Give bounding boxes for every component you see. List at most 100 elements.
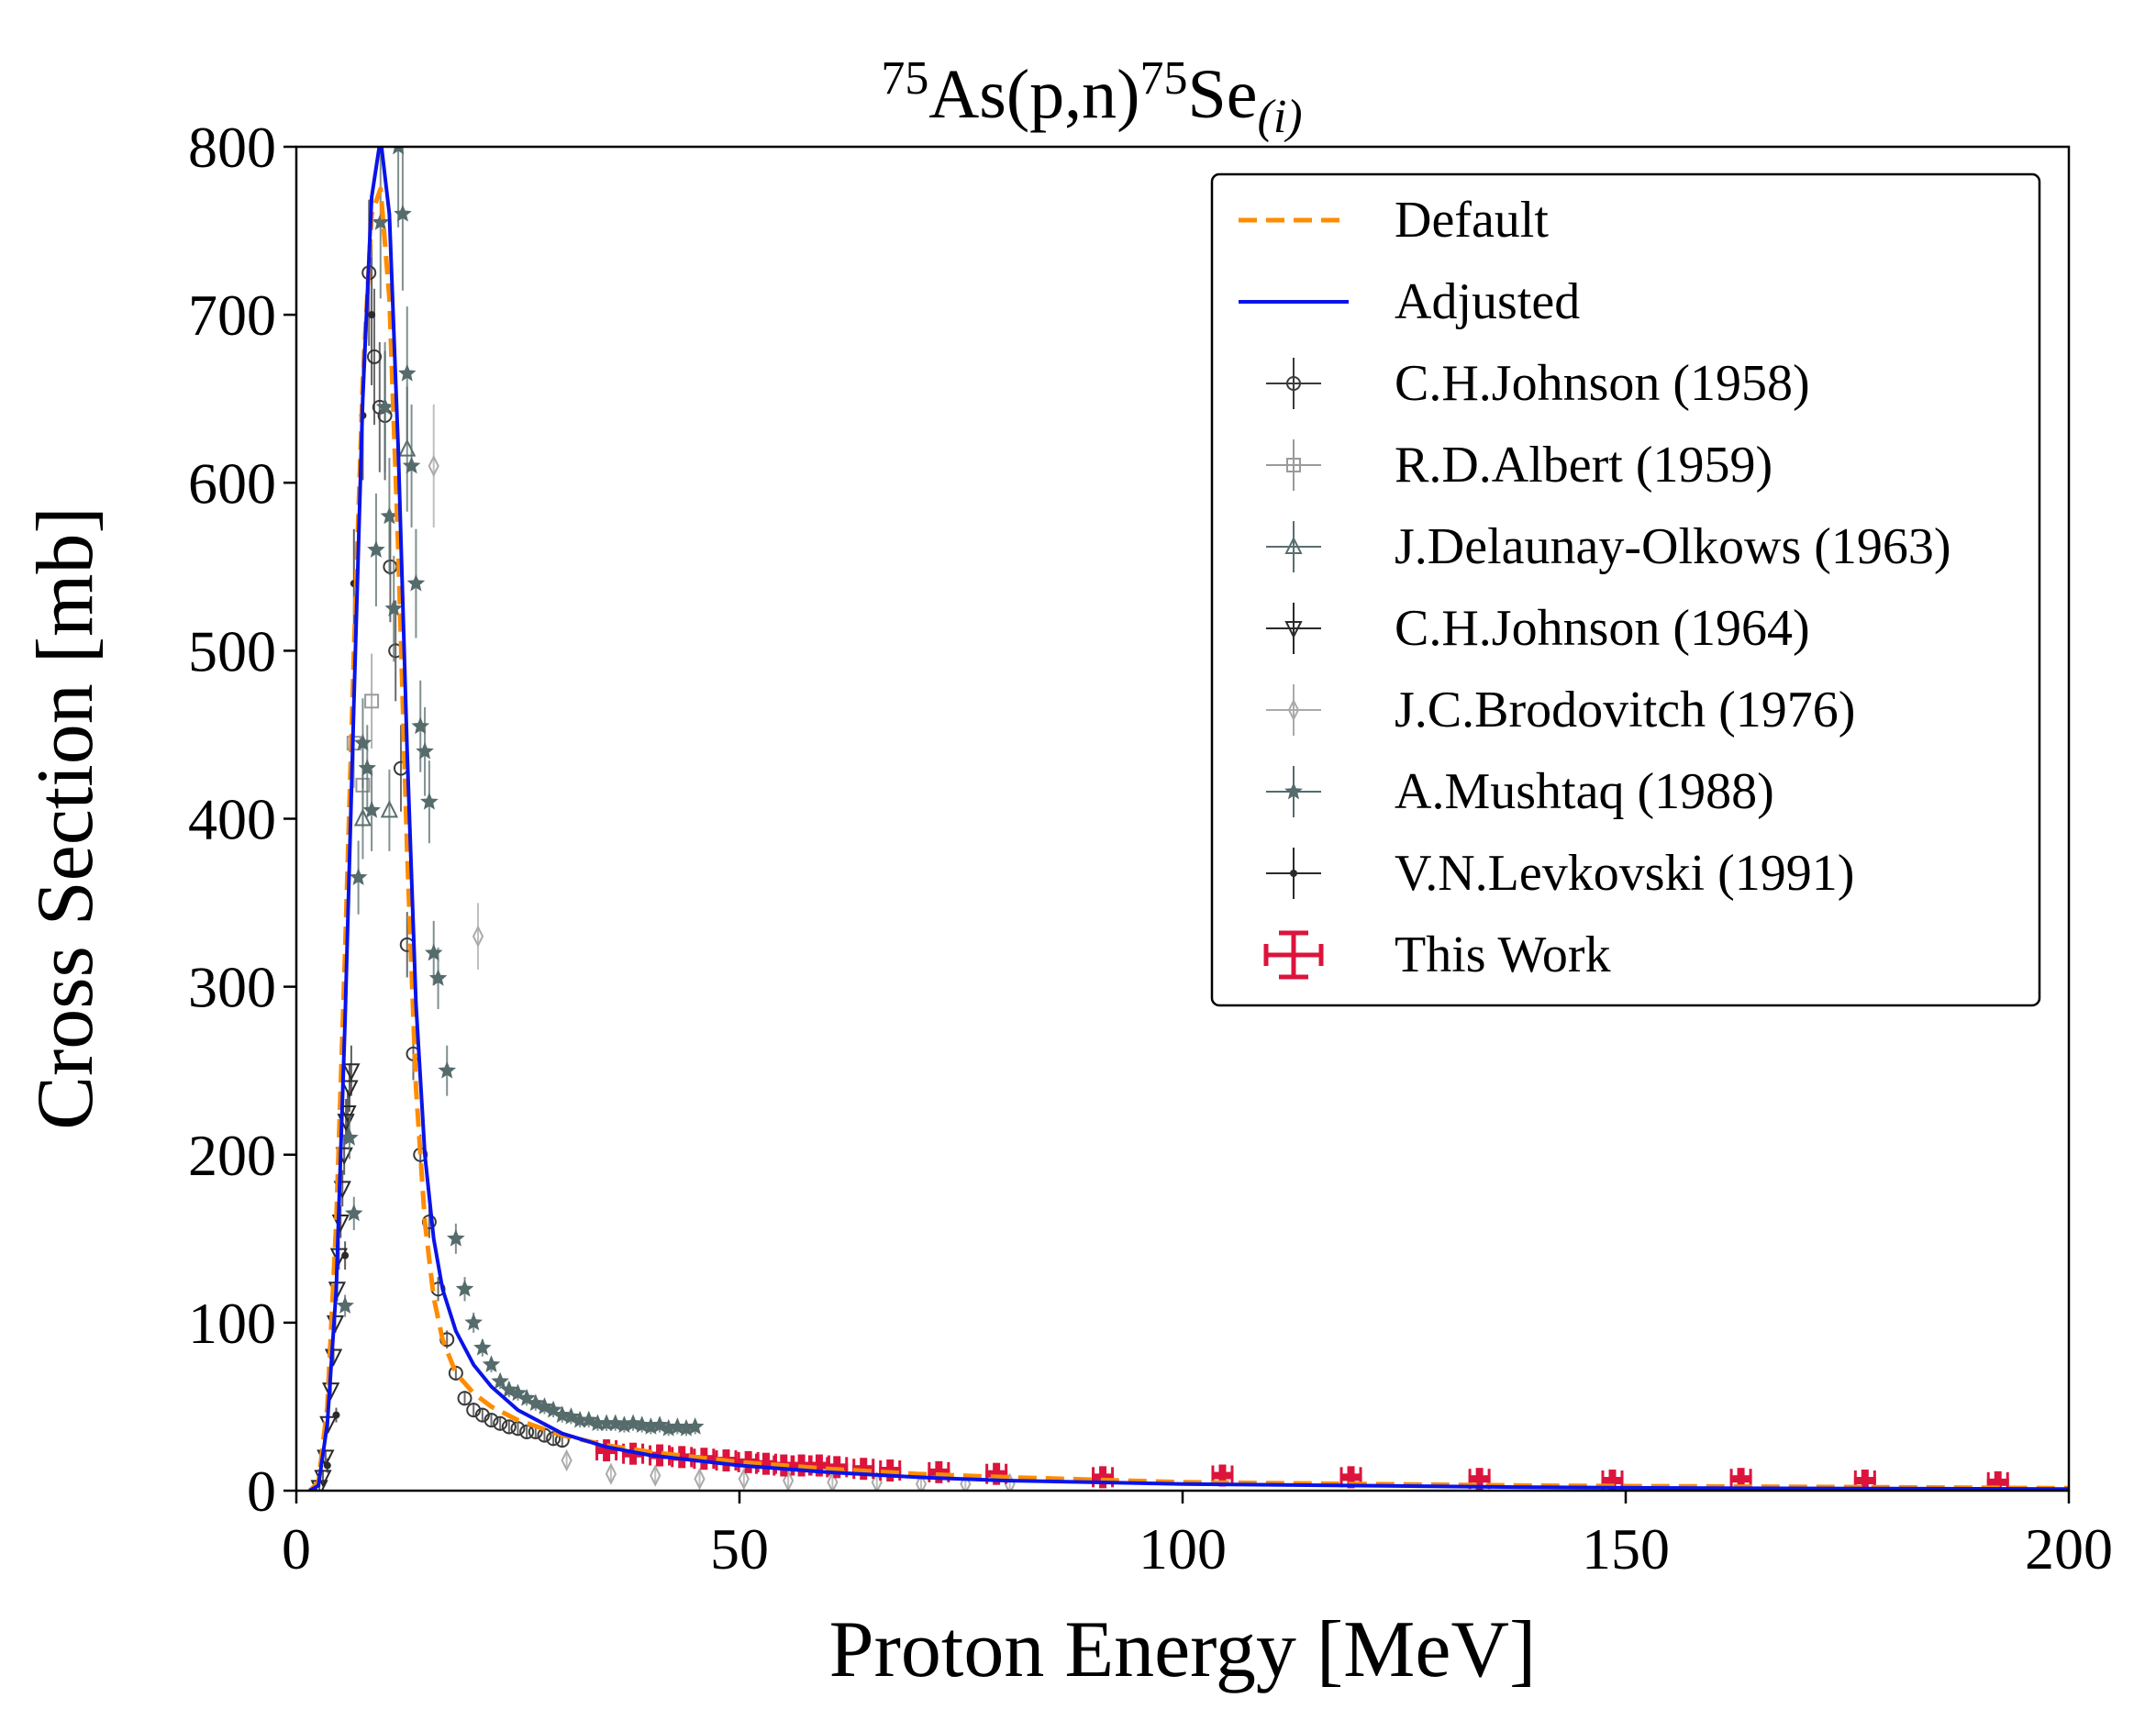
legend-label-this-work: This Work: [1395, 927, 1611, 983]
series-a-mushtaq-1988: [336, 147, 705, 1437]
plot-area: [307, 147, 2069, 1491]
legend-item-default: Default: [1239, 192, 1549, 249]
this-work-point-vbar: [1737, 1468, 1745, 1491]
j-c-brodovitch-1976-point: [827, 1470, 839, 1491]
title-product-mass: 75: [1140, 52, 1188, 105]
y-tick-label: 0: [247, 1459, 276, 1524]
this-work-point-cap-left: [879, 1460, 883, 1481]
this-work-point-vbar: [603, 1439, 611, 1462]
this-work-point: [928, 1460, 950, 1483]
a-mushtaq-1988-point: [491, 1371, 509, 1390]
a-mushtaq-1988-point: [482, 1355, 501, 1372]
this-work-point-vbar: [935, 1460, 943, 1483]
legend-item-c-h-johnson-1964: C.H.Johnson (1964): [1266, 600, 1810, 657]
c-h-johnson-1964-point: [342, 1063, 361, 1082]
j-c-brodovitch-1976-point: [694, 1467, 706, 1491]
this-work-point: [1092, 1466, 1115, 1489]
x-tick-label: 50: [710, 1516, 769, 1581]
series-j-c-brodovitch-1976: [428, 404, 1016, 1491]
a-mushtaq-1988-point: [362, 800, 381, 818]
this-work-point-cap-right: [1873, 1470, 1876, 1491]
this-work-point-vbar: [993, 1462, 1001, 1485]
this-work-point: [1601, 1470, 1624, 1491]
this-work-point-cap-right: [1359, 1467, 1362, 1488]
this-work-point-vbar: [1218, 1464, 1227, 1487]
legend-marker-v-n-levkovski-1991: [1290, 870, 1297, 877]
title-target-mass: 75: [881, 52, 928, 105]
c-h-johnson-1964-point: [339, 1104, 357, 1124]
legend-label-a-mushtaq-1988: A.Mushtaq (1988): [1395, 763, 1774, 820]
this-work-point-vbar: [1994, 1470, 2002, 1491]
legend-label-r-d-albert-1959: R.D.Albert (1959): [1395, 437, 1773, 494]
this-work-point-vbar: [761, 1452, 770, 1475]
this-work-point-vbar: [1347, 1466, 1355, 1489]
this-work-point-cap-left: [1601, 1470, 1605, 1491]
j-delaunay-olkows-1963-point: [353, 808, 372, 827]
a-mushtaq-1988-point: [394, 204, 412, 222]
a-mushtaq-1988-point: [349, 868, 368, 885]
this-work-point-cap-left: [790, 1455, 794, 1476]
a-mushtaq-1988-point: [455, 1279, 474, 1297]
legend-label-c-h-johnson-1964: C.H.Johnson (1964): [1395, 600, 1810, 657]
legend-label-j-c-brodovitch-1976: J.C.Brodovitch (1976): [1395, 682, 1855, 738]
this-work-point-cap-left: [1729, 1469, 1733, 1490]
a-mushtaq-1988-point: [685, 1417, 705, 1435]
j-c-brodovitch-1976-point: [472, 925, 484, 948]
a-mushtaq-1988-point: [397, 363, 417, 382]
y-tick-label: 300: [188, 955, 276, 1020]
legend-marker-c-h-johnson-1964: [1284, 621, 1303, 639]
a-mushtaq-1988-point: [438, 1060, 457, 1079]
a-mushtaq-1988-point: [393, 147, 405, 155]
legend-item-j-c-brodovitch-1976: J.C.Brodovitch (1976): [1266, 682, 1855, 738]
legend-marker-j-delaunay-olkows-1963: [1284, 536, 1303, 554]
a-mushtaq-1988-point: [344, 1204, 363, 1222]
a-mushtaq-1988-point: [552, 1405, 572, 1423]
adjusted-line: [308, 147, 2069, 1491]
legend-marker-a-mushtaq-1988: [1284, 782, 1303, 800]
this-work-point: [595, 1439, 618, 1462]
this-work-point-cap-right: [734, 1450, 738, 1471]
legend: Default Adjusted C.H.Johnson (1958) R.D.Alb…: [1210, 172, 2041, 1007]
this-work-point: [1729, 1468, 1752, 1491]
title-channel: (p,n): [1006, 56, 1140, 133]
a-mushtaq-1988-point: [544, 1400, 562, 1418]
c-h-johnson-1958-point: [483, 1413, 499, 1428]
y-tick-label: 600: [188, 450, 276, 516]
a-mushtaq-1988-point: [367, 540, 385, 558]
series-v-n-levkovski-1991: [323, 244, 376, 1473]
a-mushtaq-1988-point: [384, 599, 404, 616]
legend-label-default: Default: [1395, 192, 1549, 249]
title-target: As: [928, 56, 1006, 133]
x-tick-label: 150: [1582, 1516, 1670, 1581]
c-h-johnson-1958-point: [448, 1365, 463, 1381]
this-work-point-cap-left: [1339, 1467, 1343, 1488]
this-work-point-cap-right: [872, 1459, 875, 1480]
v-n-levkovski-1991-point: [368, 311, 376, 319]
this-work-point-cap-left: [928, 1461, 931, 1482]
legend-marker-c-h-johnson-1958: [1286, 376, 1301, 391]
c-h-johnson-1958-point: [457, 1391, 472, 1406]
a-mushtaq-1988-point: [508, 1383, 528, 1402]
legend-item-this-work: This Work: [1263, 927, 1611, 983]
this-work-point: [985, 1462, 1008, 1485]
this-work-point-cap-right: [1487, 1469, 1491, 1490]
this-work-point-cap-right: [1230, 1465, 1234, 1486]
series-adjusted: [308, 147, 2069, 1491]
y-axis-label: Cross Section [mb]: [21, 506, 110, 1130]
a-mushtaq-1988-point: [406, 573, 426, 592]
y-tick-label: 100: [188, 1291, 276, 1356]
this-work-point-cap-left: [595, 1440, 599, 1461]
y-axis: 0 100 200 300 400 500 600 700 800: [188, 115, 296, 1524]
this-work-point-vbar: [1861, 1470, 1869, 1491]
this-work-point-cap-right: [1749, 1469, 1752, 1490]
this-work-point-cap-left: [1468, 1469, 1472, 1490]
legend-box: [1210, 172, 2041, 1007]
legend-label-v-n-levkovski-1991: V.N.Levkovski (1991): [1395, 845, 1854, 902]
x-axis-label: Proton Energy [MeV]: [829, 1605, 1537, 1694]
this-work-point-cap-left: [1986, 1471, 1990, 1491]
c-h-johnson-1958-point: [546, 1431, 561, 1447]
legend-item-j-delaunay-olkows-1963: J.Delaunay-Olkows (1963): [1266, 518, 1951, 575]
c-h-johnson-1958-point: [367, 349, 383, 364]
this-work-point-vbar: [1475, 1468, 1484, 1491]
